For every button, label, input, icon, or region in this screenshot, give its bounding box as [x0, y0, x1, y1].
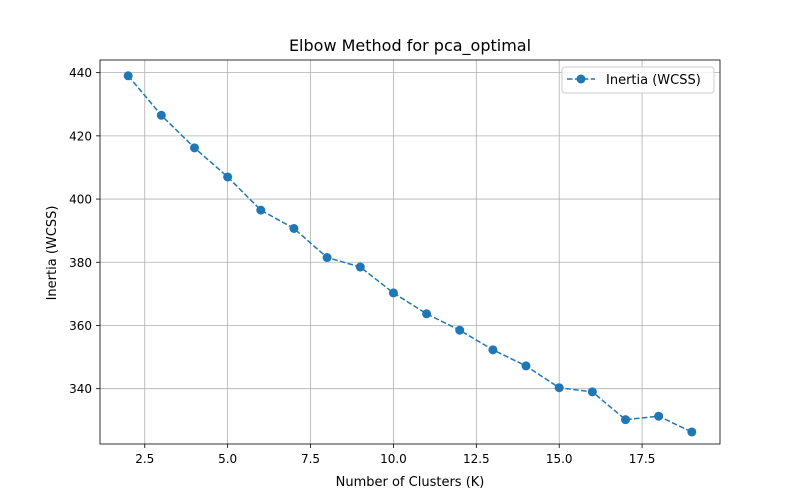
y-tick-label: 440 [69, 66, 92, 80]
x-tick-label: 17.5 [629, 452, 656, 466]
data-point [587, 387, 597, 397]
legend-marker-sample [576, 74, 586, 84]
x-tick-label: 7.5 [301, 452, 320, 466]
y-axis-label: Inertia (WCSS) [45, 206, 60, 301]
data-point [621, 415, 631, 425]
data-point [521, 361, 531, 371]
series-line [127, 75, 693, 433]
data-point [687, 427, 697, 437]
x-tick-label: 5.0 [218, 452, 237, 466]
axes-layer [99, 59, 721, 445]
y-tick-label: 360 [69, 319, 92, 333]
data-point [156, 110, 166, 120]
x-tick-label: 15.0 [546, 452, 573, 466]
y-tick-label: 340 [69, 382, 92, 396]
series-layer [123, 71, 697, 437]
tick-layer: 2.5 5.0 7.5 10.0 12.5 15.0 17.5 340 360 380 400 420… [69, 66, 655, 466]
data-point [488, 345, 498, 355]
chart-title: Elbow Method for pca_optimal [289, 36, 531, 56]
data-point [388, 288, 398, 298]
x-tick-label: 12.5 [463, 452, 490, 466]
x-tick-label: 10.0 [380, 452, 407, 466]
data-point [256, 205, 266, 215]
data-point [422, 309, 432, 319]
data-point [554, 383, 564, 393]
data-point [455, 325, 465, 335]
y-tick-label: 380 [69, 256, 92, 270]
grid-layer [100, 60, 720, 444]
x-axis-label: Number of Clusters (K) [336, 475, 485, 490]
data-point [654, 411, 664, 421]
data-point [223, 172, 233, 182]
x-tick-label: 2.5 [135, 452, 154, 466]
data-point [123, 71, 133, 81]
plot-frame [99, 59, 721, 445]
data-point [189, 143, 199, 153]
legend: Inertia (WCSS) [561, 66, 715, 94]
legend-entry-label: Inertia (WCSS) [606, 73, 701, 88]
legend-box [561, 66, 715, 94]
y-tick-label: 400 [69, 193, 92, 207]
y-tick-label: 420 [69, 129, 92, 143]
data-point [355, 262, 365, 272]
data-point [322, 253, 332, 263]
data-point [289, 223, 299, 233]
